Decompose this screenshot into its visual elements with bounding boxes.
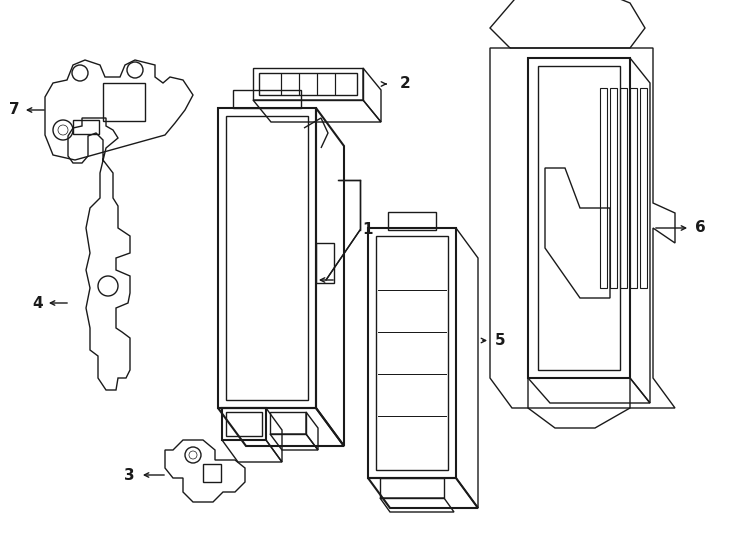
Bar (600, 88, 607, 288)
Text: 2: 2 (400, 77, 411, 91)
Bar (620, 88, 627, 288)
Bar (259, 73, 357, 95)
Text: 4: 4 (32, 295, 43, 310)
Text: 6: 6 (695, 220, 706, 235)
Bar (73, 120, 99, 134)
Text: 5: 5 (495, 333, 506, 348)
Bar (610, 88, 617, 288)
Bar (376, 236, 448, 470)
Bar (103, 83, 145, 121)
Bar (388, 212, 436, 230)
Bar (226, 116, 308, 400)
Bar (640, 88, 647, 288)
Bar (226, 412, 262, 436)
Bar (630, 88, 637, 288)
Bar (218, 108, 316, 408)
Bar (253, 68, 363, 100)
Bar (368, 228, 456, 478)
Bar (538, 66, 620, 370)
Text: 3: 3 (124, 468, 135, 483)
Bar (203, 464, 221, 482)
Text: 7: 7 (10, 103, 20, 118)
Bar (222, 408, 266, 440)
Text: 1: 1 (362, 222, 372, 238)
Bar (270, 412, 306, 434)
